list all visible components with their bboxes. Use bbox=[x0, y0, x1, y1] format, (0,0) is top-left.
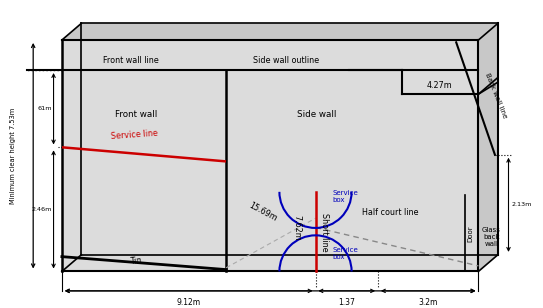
Text: 61m: 61m bbox=[37, 106, 52, 111]
Polygon shape bbox=[478, 23, 498, 271]
Text: Front wall line: Front wall line bbox=[103, 55, 159, 65]
Text: 4.27m: 4.27m bbox=[426, 81, 452, 90]
Text: Service
box: Service box bbox=[333, 247, 358, 260]
Text: Door: Door bbox=[467, 225, 473, 242]
Polygon shape bbox=[62, 23, 498, 40]
Text: 9.12m: 9.12m bbox=[176, 298, 201, 307]
Text: Back wall line: Back wall line bbox=[484, 72, 508, 119]
Text: Half court line: Half court line bbox=[362, 208, 419, 217]
Text: Side wall outline: Side wall outline bbox=[253, 55, 319, 65]
Text: Short line: Short line bbox=[320, 213, 329, 251]
Text: 2.13m: 2.13m bbox=[512, 202, 532, 207]
Text: Side wall: Side wall bbox=[296, 110, 336, 119]
Text: 1.37: 1.37 bbox=[338, 298, 355, 307]
Text: Service
box: Service box bbox=[333, 190, 358, 203]
Text: 15.69m: 15.69m bbox=[248, 201, 279, 223]
Text: 3.2m: 3.2m bbox=[419, 298, 438, 307]
Text: Front wall: Front wall bbox=[115, 110, 157, 119]
Text: 7.62m: 7.62m bbox=[293, 215, 301, 240]
Text: Tin: Tin bbox=[130, 256, 142, 266]
Text: 2.46m: 2.46m bbox=[31, 207, 52, 212]
Text: Minimum clear height 7.53m: Minimum clear height 7.53m bbox=[10, 107, 16, 204]
Text: Service line: Service line bbox=[110, 129, 158, 141]
Text: Glass
back
wall: Glass back wall bbox=[482, 227, 501, 247]
Polygon shape bbox=[62, 40, 478, 271]
